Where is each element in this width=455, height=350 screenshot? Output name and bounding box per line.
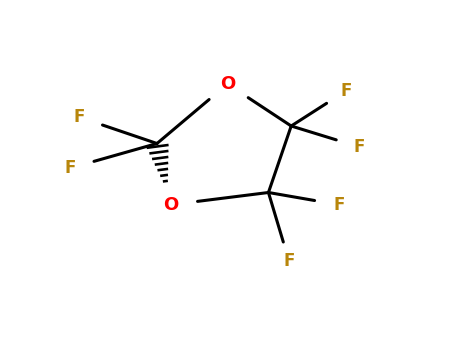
Text: F: F bbox=[65, 159, 76, 177]
Text: O: O bbox=[163, 196, 178, 214]
Text: F: F bbox=[333, 196, 345, 214]
Text: F: F bbox=[74, 108, 86, 126]
Text: F: F bbox=[354, 138, 365, 156]
Text: O: O bbox=[220, 75, 235, 93]
Text: F: F bbox=[340, 82, 352, 100]
Text: F: F bbox=[283, 252, 295, 270]
